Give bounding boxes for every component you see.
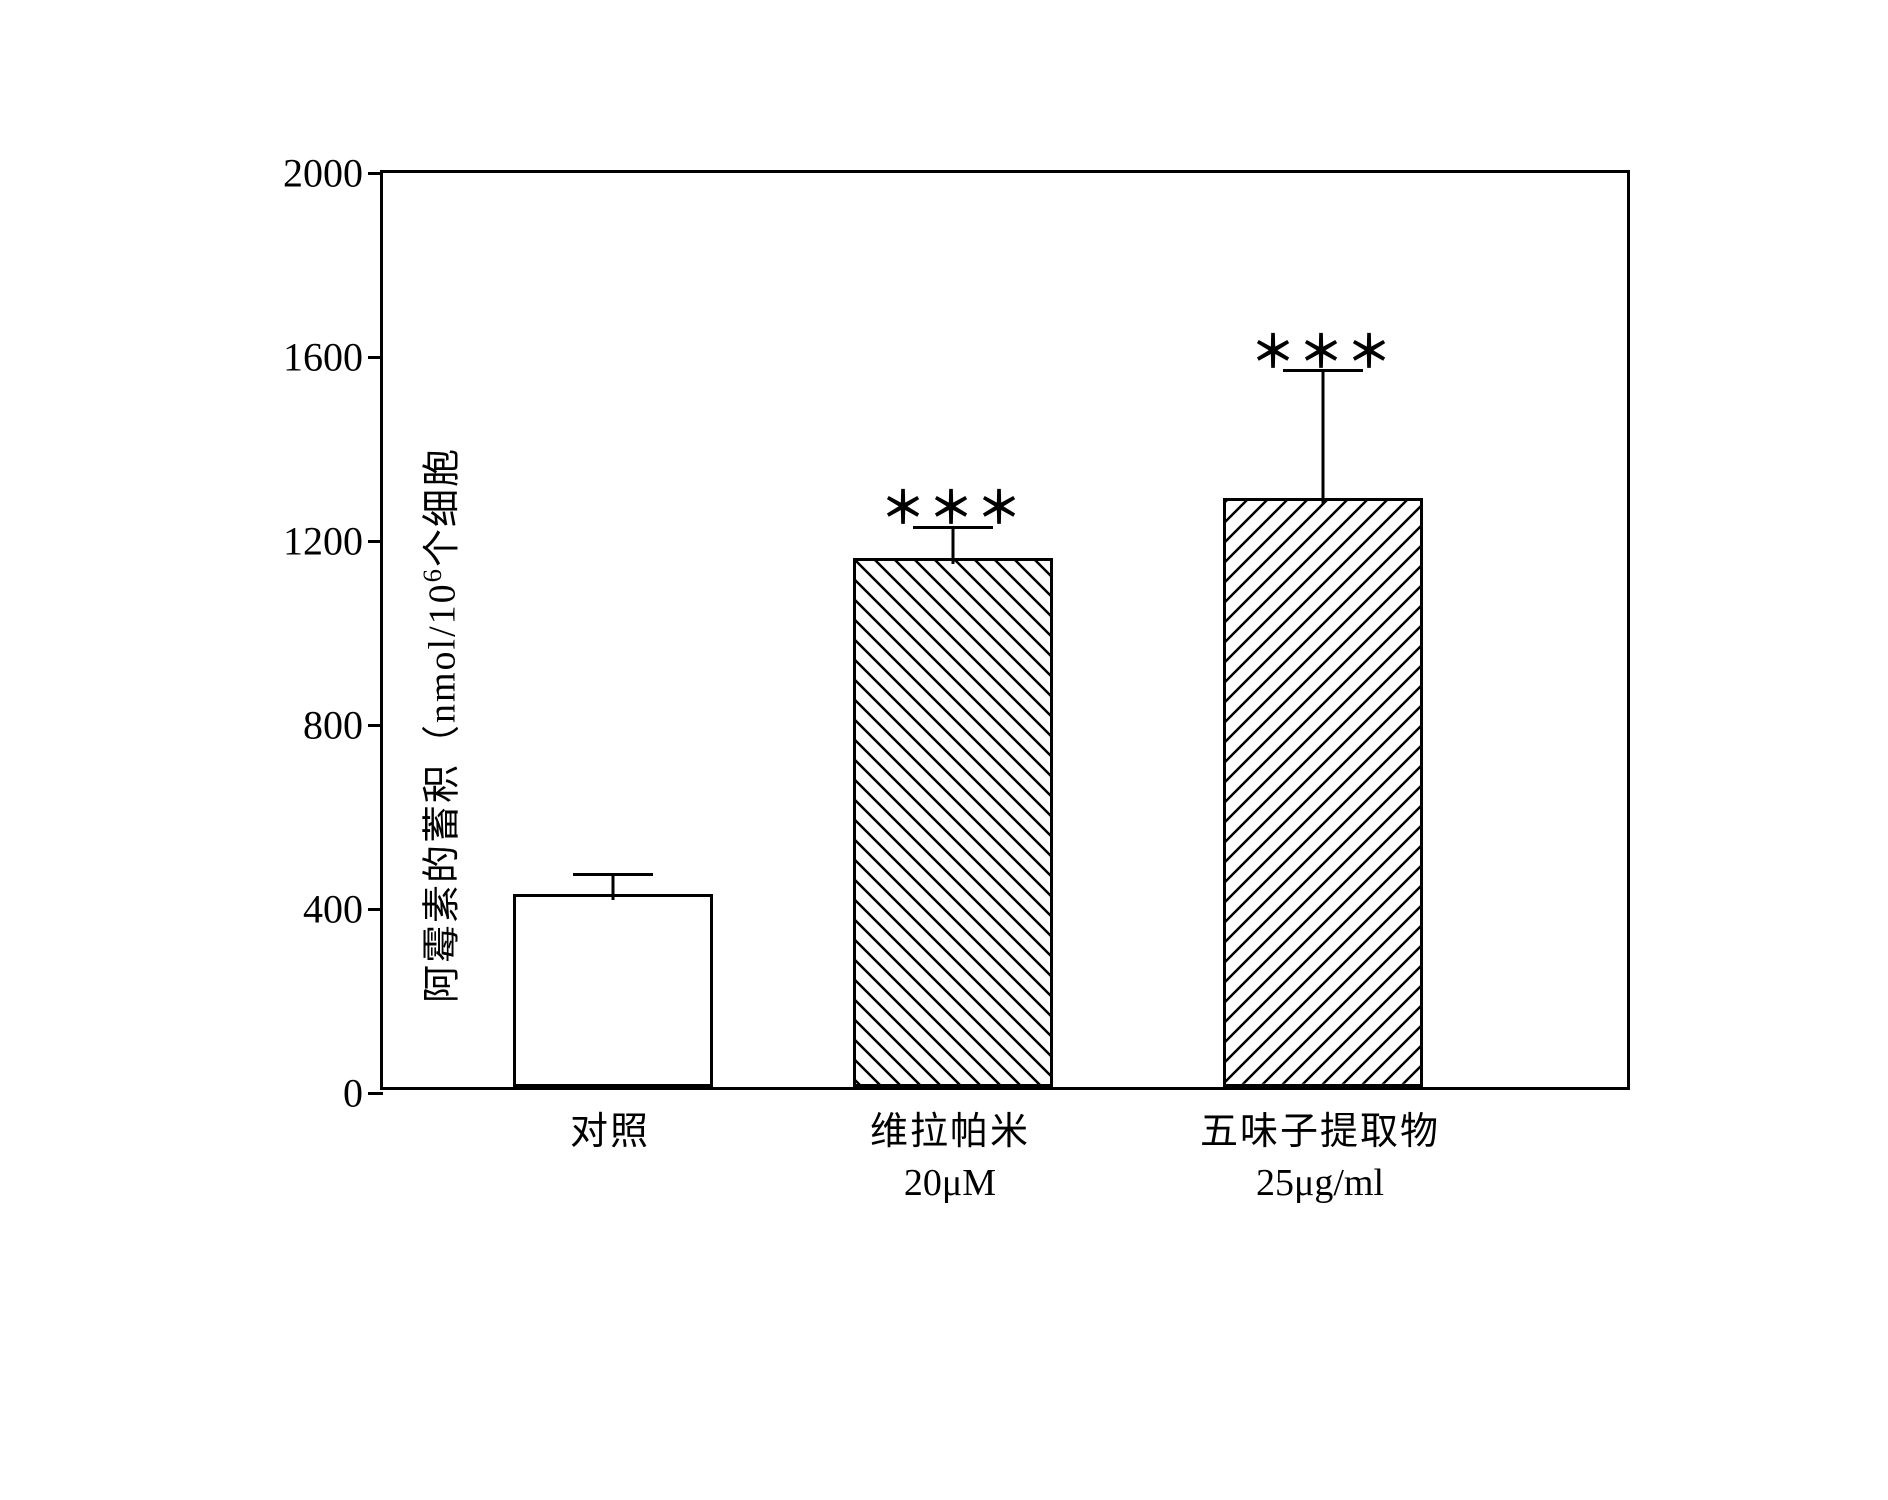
significance-mark: ＊＊＊ [1251, 316, 1395, 380]
y-tick [368, 356, 383, 359]
bar [513, 894, 713, 1087]
y-tick [368, 540, 383, 543]
y-tick [368, 172, 383, 175]
x-axis-label: 五味子提取物 25μg/ml [1170, 1100, 1470, 1205]
bar [853, 558, 1053, 1087]
x-label-line2: 20μM [800, 1161, 1100, 1205]
y-tick-label: 1200 [283, 518, 363, 565]
y-tick-label: 2000 [283, 150, 363, 197]
bar [1223, 498, 1423, 1087]
plot-area: 0400800120016002000＊＊＊＊＊＊ [380, 170, 1630, 1090]
y-tick-label: 0 [343, 1070, 363, 1117]
x-axis-label: 对照 [460, 1100, 760, 1155]
y-tick [368, 908, 383, 911]
x-label-line1: 五味子提取物 [1170, 1100, 1470, 1155]
y-tick-label: 1600 [283, 334, 363, 381]
y-tick [368, 724, 383, 727]
y-tick-label: 800 [303, 702, 363, 749]
y-tick [368, 1092, 383, 1095]
y-tick-label: 400 [303, 886, 363, 933]
error-bar-stem [1322, 371, 1325, 504]
error-bar-cap [573, 873, 653, 876]
error-bar-stem [612, 875, 615, 900]
x-axis-label: 维拉帕米 20μM [800, 1100, 1100, 1205]
x-label-line1: 对照 [460, 1100, 760, 1155]
significance-mark: ＊＊＊ [881, 472, 1025, 536]
x-label-line2: 25μg/ml [1170, 1161, 1470, 1205]
x-label-line1: 维拉帕米 [800, 1100, 1100, 1155]
bar-chart: 阿霉素的蓄积（nmol/106个细胞 0400800120016002000＊＊… [260, 150, 1710, 1300]
